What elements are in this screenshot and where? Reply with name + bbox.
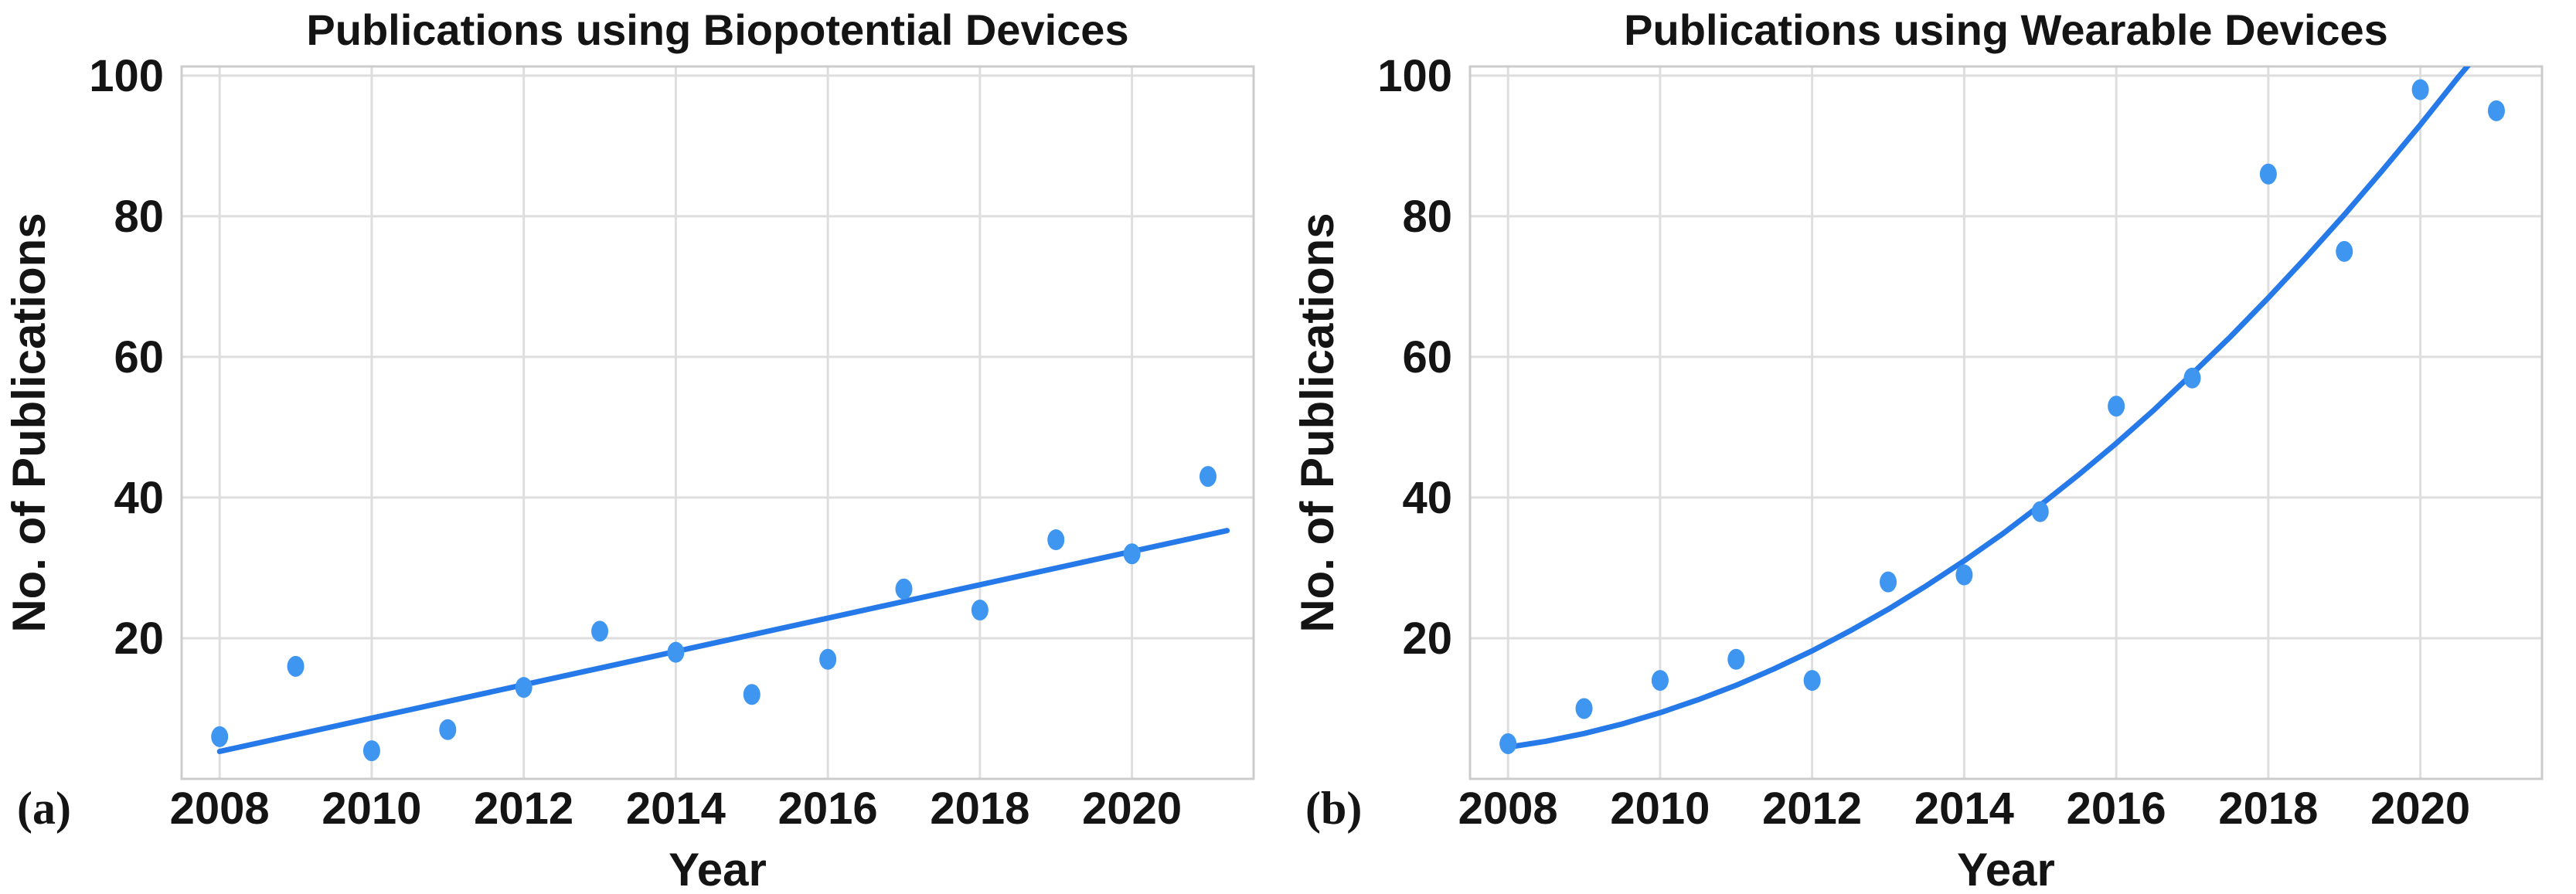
data-point <box>2336 240 2353 262</box>
data-point <box>2108 396 2125 417</box>
data-point <box>1575 698 1593 719</box>
scatter-points <box>1499 79 2505 754</box>
x-tick-label: 2012 <box>1762 784 1862 834</box>
plot-svg: Publications using Wearable Devices 20 40 6… <box>1291 5 2544 894</box>
y-tick-label: 20 <box>1402 614 1452 664</box>
data-point <box>2031 501 2049 522</box>
data-point <box>362 740 380 762</box>
trend-line-exponential <box>1505 66 2471 750</box>
y-tick-label: 60 <box>1402 332 1452 382</box>
data-point <box>1199 466 1217 488</box>
data-point <box>1651 670 1669 692</box>
data-point <box>591 620 609 642</box>
data-point <box>2487 100 2505 121</box>
data-point <box>971 600 989 621</box>
x-axis-label: Year <box>1957 844 2055 894</box>
y-axis-label: No. of Publications <box>1291 212 1343 632</box>
data-point <box>515 677 533 699</box>
panel-label: (a) <box>17 783 71 834</box>
chart-title: Publications using Biopotential Devices <box>306 5 1128 54</box>
data-point <box>2183 367 2201 389</box>
chart-wearable-devices: Publications using Wearable Devices 20 40 6… <box>1288 0 2576 894</box>
y-tick-label: 80 <box>114 192 164 242</box>
x-tick-label: 2020 <box>1082 784 1182 834</box>
x-axis-label: Year <box>669 844 767 894</box>
chart-title: Publications using Wearable Devices <box>1624 5 2388 54</box>
x-tick-label: 2018 <box>930 784 1029 834</box>
x-tick-label: 2014 <box>626 784 726 834</box>
plot-spines <box>1468 65 2544 780</box>
data-point <box>2259 163 2277 185</box>
data-point <box>1880 571 1897 593</box>
trend-line-linear <box>216 528 1230 754</box>
plot-svg: Publications using Biopotential Devices 2… <box>3 5 1255 894</box>
y-tick-label: 60 <box>114 332 164 382</box>
data-point <box>743 684 761 705</box>
y-axis-label: No. of Publications <box>3 212 55 632</box>
data-point <box>895 578 913 600</box>
x-tick-label: 2008 <box>1458 784 1558 834</box>
x-tick-label: 2008 <box>170 784 270 834</box>
plot-spines <box>180 65 1255 780</box>
gridlines <box>182 66 1254 779</box>
panel-label: (b) <box>1305 783 1362 834</box>
y-tick-label: 20 <box>114 614 164 664</box>
data-point <box>439 719 457 740</box>
data-point <box>1955 564 1973 586</box>
y-tick-label: 100 <box>89 51 164 101</box>
x-tick-label: 2016 <box>778 784 878 834</box>
x-tick-label: 2010 <box>322 784 421 834</box>
x-tick-label: 2018 <box>2218 784 2318 834</box>
data-point <box>1123 543 1141 565</box>
scatter-points <box>211 466 1217 762</box>
y-tick-label: 40 <box>1402 473 1452 523</box>
data-point <box>1727 648 1745 670</box>
x-tick-label: 2014 <box>1914 784 2014 834</box>
y-tick-label: 100 <box>1377 51 1452 101</box>
x-tick-label: 2010 <box>1610 784 1710 834</box>
data-point <box>1499 733 1517 754</box>
chart-biopotential-devices: Publications using Biopotential Devices 2… <box>3 5 1255 894</box>
data-point <box>1803 670 1821 692</box>
data-point <box>1047 529 1065 551</box>
y-tick-label: 40 <box>114 473 164 523</box>
data-point <box>2411 79 2429 100</box>
data-point <box>287 655 305 677</box>
data-point <box>819 648 837 670</box>
x-tick-label: 2016 <box>2067 784 2166 834</box>
gridlines <box>1470 66 2542 779</box>
x-tick-label: 2012 <box>474 784 573 834</box>
data-point <box>667 641 685 663</box>
data-point <box>211 726 229 747</box>
y-tick-label: 80 <box>1402 192 1452 242</box>
x-tick-label: 2020 <box>2370 784 2470 834</box>
